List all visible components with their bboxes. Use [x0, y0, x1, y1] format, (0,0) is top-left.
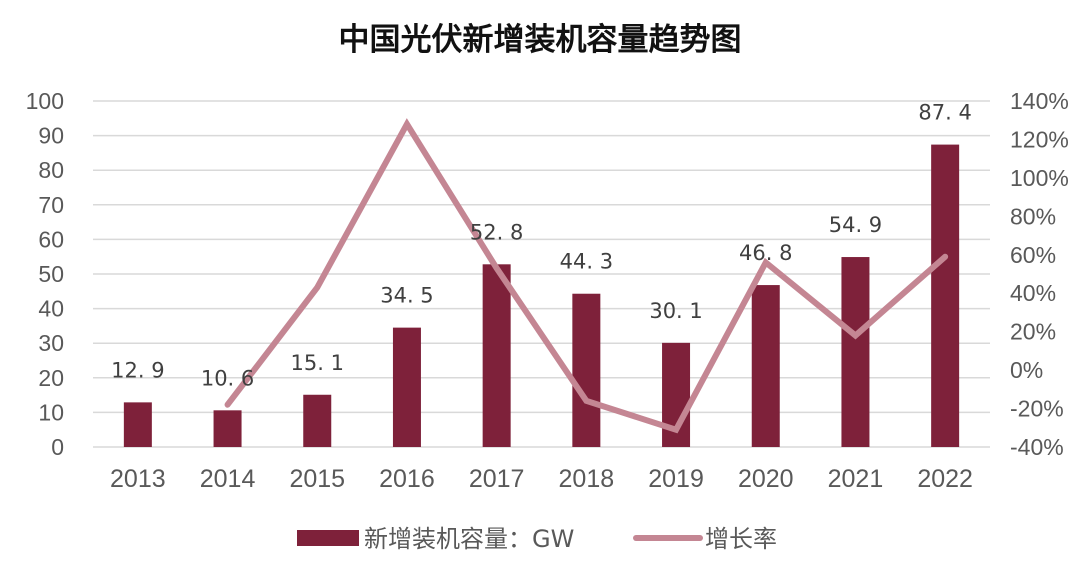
y2-tick-label: 20%	[1010, 319, 1056, 345]
y2-tick-label: -20%	[1010, 396, 1064, 422]
y-tick-label: 70	[38, 192, 64, 218]
data-label: 10. 6	[201, 366, 254, 390]
x-tick-label: 2014	[200, 465, 256, 493]
data-label: 34. 5	[380, 284, 433, 308]
x-tick-label: 2019	[648, 465, 704, 493]
bar	[213, 410, 242, 447]
legend-label-bar: 新增装机容量：GW	[364, 525, 574, 553]
y-tick-label: 0	[51, 434, 64, 460]
x-tick-label: 2017	[469, 465, 525, 493]
data-label: 54. 9	[829, 213, 882, 237]
data-label: 15. 1	[291, 351, 344, 375]
x-tick-label: 2013	[110, 465, 166, 493]
bar	[931, 144, 960, 447]
data-label: 12. 9	[111, 358, 164, 382]
line-series	[224, 118, 949, 434]
y2-tick-label: 0%	[1010, 357, 1043, 383]
y2-tick-label: 40%	[1010, 280, 1056, 306]
y-tick-label: 10	[38, 399, 64, 425]
data-labels: 12. 9 10. 6 15. 1 34. 5 52. 8 44. 3 30. 1 46. 8…	[111, 101, 972, 391]
y-tick-label: 50	[38, 261, 64, 287]
gridlines	[93, 100, 990, 448]
y-tick-label: 100	[26, 88, 64, 114]
x-tick-label: 2016	[379, 465, 435, 493]
y2-tick-label: 120%	[1010, 126, 1069, 152]
y-axis-left: 0 10 20 30 40 50 60 70 80 90 100	[26, 88, 64, 460]
y2-tick-label: -40%	[1010, 434, 1064, 460]
chart-title: 中国光伏新增装机容量趋势图	[339, 22, 742, 58]
x-tick-label: 2021	[828, 465, 884, 493]
y-tick-label: 20	[38, 365, 64, 391]
x-tick-label: 2018	[559, 465, 615, 493]
bar	[303, 394, 332, 447]
x-tick-label: 2020	[738, 465, 794, 493]
bar	[841, 257, 870, 447]
bar	[392, 327, 421, 447]
data-label: 52. 8	[470, 220, 523, 244]
y-tick-label: 30	[38, 330, 64, 356]
data-label: 46. 8	[739, 241, 792, 265]
y2-tick-label: 100%	[1010, 165, 1069, 191]
bar	[751, 285, 780, 447]
y2-tick-label: 140%	[1010, 88, 1069, 114]
data-label: 44. 3	[560, 250, 613, 274]
legend: 新增装机容量：GW 增长率	[297, 525, 777, 553]
legend-label-line: 增长率	[705, 525, 777, 553]
data-label: 30. 1	[649, 299, 702, 323]
bar-series	[123, 144, 960, 447]
bar	[572, 293, 601, 447]
y2-tick-label: 80%	[1010, 203, 1056, 229]
y-axis-right: -40% -20% 0% 20% 40% 60% 80% 100% 120% 140%	[1010, 88, 1069, 460]
y-tick-label: 90	[38, 123, 64, 149]
y2-tick-label: 60%	[1010, 242, 1056, 268]
data-label: 87. 4	[918, 101, 971, 125]
x-tick-label: 2022	[917, 465, 973, 493]
y-tick-label: 60	[38, 226, 64, 252]
bar	[123, 402, 152, 447]
y-tick-label: 80	[38, 157, 64, 183]
y-tick-label: 40	[38, 296, 64, 322]
x-tick-label: 2015	[289, 465, 345, 493]
legend-swatch-bar	[297, 530, 359, 546]
x-axis: 2013 2014 2015 2016 2017 2018 2019 2020 2021 2022	[110, 465, 973, 493]
bar	[482, 264, 511, 447]
